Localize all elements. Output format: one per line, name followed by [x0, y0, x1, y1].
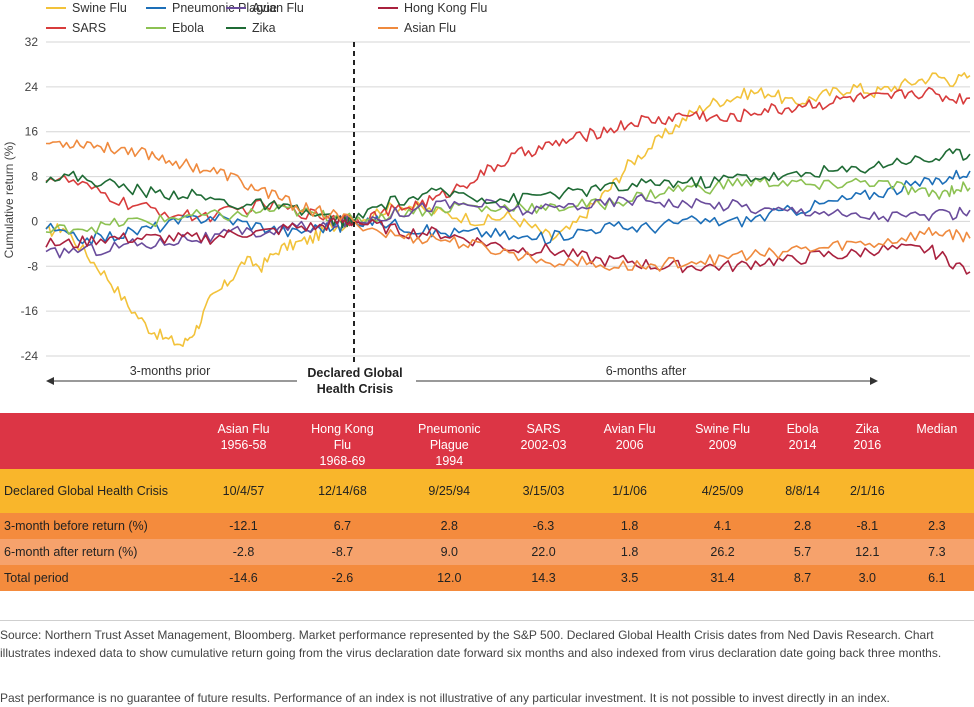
- footnote-divider: [0, 620, 974, 621]
- legend-label: Pneumonic Plague: [172, 1, 277, 15]
- table-cell: 6.1: [928, 571, 946, 585]
- table-column-header: Ebola 2014: [786, 422, 819, 452]
- y-axis-label: Cumulative return (%): [2, 142, 16, 259]
- chart-series-lines: [45, 72, 971, 348]
- table-cell: 2.3: [928, 519, 946, 533]
- table-cell: -12.1: [229, 519, 258, 533]
- legend-label: Avian Flu: [252, 1, 304, 15]
- declared-label-line2: Health Crisis: [317, 382, 393, 396]
- table-cell: 1/1/06: [612, 484, 647, 498]
- table-cell: 5.7: [793, 545, 812, 559]
- table-cell: 2.8: [793, 519, 812, 533]
- series-line-asian-flu: [45, 139, 971, 272]
- chart-grid: [46, 41, 970, 357]
- series-line-ebola: [45, 176, 971, 235]
- table-header-row: Asian Flu 1956-58 Hong Kong Flu 1968-69 Pneum…: [0, 413, 974, 469]
- table-cell: 8.7: [793, 571, 812, 585]
- crisis-returns-table: Asian Flu 1956-58 Hong Kong Flu 1968-69 Pneum…: [0, 413, 974, 591]
- table-cell: 3.5: [620, 571, 639, 585]
- table-cell: 9.0: [440, 545, 458, 559]
- table-column-header: Asian Flu 1956-58: [217, 422, 270, 452]
- chart-legend: Swine Flu SARS Pneumonic Plague Ebola Avian …: [46, 1, 487, 35]
- table-cell: 4.1: [713, 519, 732, 533]
- table-row: Declared Global Health Crisis 10/4/57 12/1…: [0, 469, 974, 513]
- table-column-header: Pneumonic Plague 1994: [418, 422, 481, 468]
- table-column-header: Hong Kong Flu 1968-69: [311, 422, 374, 468]
- table-row: 6-month after return (%) -2.8 -8.7 9.0 22.0 1…: [0, 539, 974, 565]
- table-cell: 2.8: [440, 519, 458, 533]
- after-label: 6-months after: [606, 364, 687, 378]
- table-column-header: SARS 2002-03: [520, 422, 567, 452]
- timeline-annotations: 3-months prior Declared Global Health Cr…: [46, 362, 878, 396]
- y-tick-label: -24: [21, 349, 39, 363]
- table-cell: 4/25/09: [701, 484, 744, 498]
- table-cell: -8.1: [856, 519, 879, 533]
- table-cell: 14.3: [531, 571, 556, 585]
- legend-label: Hong Kong Flu: [404, 1, 487, 15]
- prior-label: 3-months prior: [130, 364, 211, 378]
- table-row: 3-month before return (%) -12.1 6.7 2.8 -6.3…: [0, 513, 974, 539]
- y-tick-label: 32: [25, 35, 39, 49]
- table-cell: 12.0: [437, 571, 462, 585]
- table-header-blank: [0, 413, 198, 469]
- y-tick-label: 16: [25, 125, 39, 139]
- source-footnote: Source: Northern Trust Asset Management,…: [0, 628, 942, 660]
- series-line-pneumonic-plague: [45, 169, 971, 245]
- disclaimer-footnote: Past performance is no guarantee of futu…: [0, 691, 890, 705]
- table-cell: 2/1/16: [849, 484, 885, 498]
- table-cell: -14.6: [229, 571, 258, 585]
- table-cell: 7.3: [928, 545, 946, 559]
- y-tick-label: 24: [25, 80, 39, 94]
- series-line-sars: [45, 86, 971, 227]
- row-label: Declared Global Health Crisis: [4, 484, 168, 498]
- table-cell: 12.1: [855, 545, 880, 559]
- table-column-header: Median: [916, 422, 958, 436]
- table-cell: 9/25/94: [428, 484, 471, 498]
- table-cell: -2.8: [232, 545, 255, 559]
- table-column-header: Zika 2016: [853, 422, 882, 452]
- table-cell: 31.4: [710, 571, 735, 585]
- table-cell: 8/8/14: [785, 484, 820, 498]
- table-cell: 26.2: [710, 545, 735, 559]
- table-cell: [900, 469, 974, 513]
- series-line-avian-flu: [45, 193, 971, 259]
- table-cell: 10/4/57: [222, 484, 265, 498]
- legend-label: SARS: [72, 21, 106, 35]
- prior-arrow-head: [46, 377, 54, 385]
- table-column-header: Swine Flu 2009: [695, 422, 751, 452]
- table-cell: 1.8: [620, 545, 639, 559]
- declared-label-line1: Declared Global: [307, 366, 402, 380]
- table-cell: 12/14/68: [318, 484, 367, 498]
- row-label: Total period: [4, 571, 69, 585]
- table-cell: 3.0: [858, 571, 877, 585]
- table-cell: 22.0: [531, 545, 556, 559]
- after-arrow-head: [870, 377, 878, 385]
- row-label: 6-month after return (%): [4, 545, 138, 559]
- y-tick-label: -16: [21, 304, 39, 318]
- table-cell: 3/15/03: [522, 484, 565, 498]
- table-column-header: Avian Flu 2006: [603, 422, 656, 452]
- table-cell: 6.7: [333, 519, 352, 533]
- legend-label: Swine Flu: [72, 1, 127, 15]
- table-cell: -6.3: [532, 519, 555, 533]
- row-label: 3-month before return (%): [4, 519, 148, 533]
- series-line-zika: [45, 148, 971, 229]
- series-line-hong-kong-flu: [45, 216, 971, 275]
- y-axis-ticks: 32 24 16 8 0 -8 -16 -24: [21, 35, 39, 363]
- legend-label: Ebola: [172, 21, 204, 35]
- cumulative-return-chart: Swine Flu SARS Pneumonic Plague Ebola Avian …: [2, 1, 971, 396]
- table-cell: -2.6: [331, 571, 354, 585]
- table-cell: 1.8: [620, 519, 639, 533]
- table-cell: -8.7: [331, 545, 354, 559]
- table-row: Total period -14.6 -2.6 12.0 14.3 3.5 31.4 8.7 3…: [0, 565, 974, 591]
- y-tick-label: 0: [31, 214, 38, 228]
- y-tick-label: 8: [31, 170, 38, 184]
- legend-label: Asian Flu: [404, 21, 456, 35]
- legend-label: Zika: [252, 21, 276, 35]
- y-tick-label: -8: [27, 259, 38, 273]
